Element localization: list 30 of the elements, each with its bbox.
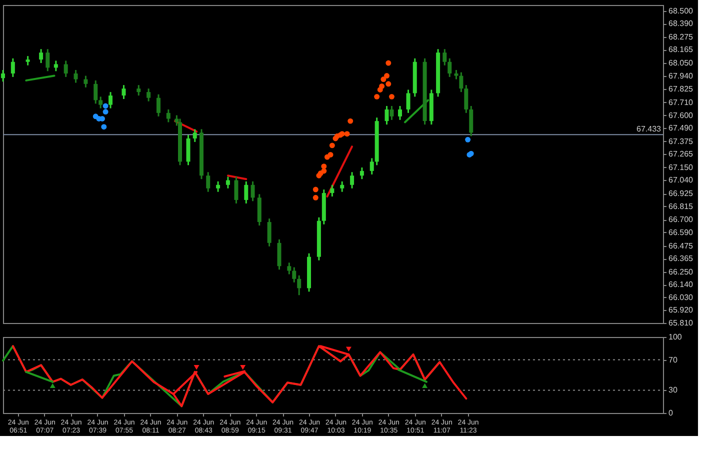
y-tick-label: 65.920 bbox=[668, 306, 694, 315]
y-tick-label: 67.150 bbox=[668, 162, 694, 172]
y-tick-label: 100 bbox=[668, 332, 682, 342]
y-tick-label: 68.165 bbox=[668, 45, 694, 54]
ref-line-label: 67.433 bbox=[636, 124, 662, 134]
y-tick-label: 66.250 bbox=[668, 267, 694, 276]
y-tick-label: 66.365 bbox=[668, 254, 694, 264]
y-tick-label: 68.390 bbox=[668, 19, 694, 28]
y-tick-label: 66.815 bbox=[668, 202, 694, 211]
y-tick-label: 67.940 bbox=[668, 71, 694, 80]
y-tick-label: 67.040 bbox=[668, 176, 694, 185]
y-tick-label: 66.590 bbox=[668, 228, 694, 237]
y-tick-label: 67.825 bbox=[668, 84, 694, 94]
y-tick-label: 67.490 bbox=[668, 124, 694, 133]
y-tick-label: 66.475 bbox=[668, 241, 694, 250]
y-tick-label: 68.500 bbox=[668, 6, 694, 16]
y-tick-label: 66.030 bbox=[668, 292, 694, 302]
y-tick-label: 0 bbox=[668, 408, 674, 418]
y-tick-label: 30 bbox=[668, 386, 678, 395]
y-tick-label: 65.810 bbox=[668, 318, 694, 328]
y-tick-label: 66.925 bbox=[668, 189, 694, 198]
y-tick-label: 66.140 bbox=[668, 280, 694, 290]
y-tick-label: 68.050 bbox=[668, 58, 694, 68]
y-tick-label: 67.265 bbox=[668, 150, 694, 159]
y-tick-label: 67.710 bbox=[668, 98, 694, 107]
y-tick-label: 66.700 bbox=[668, 215, 694, 224]
y-tick-label: 70 bbox=[668, 355, 678, 364]
y-tick-label: 67.600 bbox=[668, 110, 694, 120]
y-tick-label: 68.275 bbox=[668, 32, 694, 42]
y-tick-label: 67.375 bbox=[668, 136, 694, 146]
